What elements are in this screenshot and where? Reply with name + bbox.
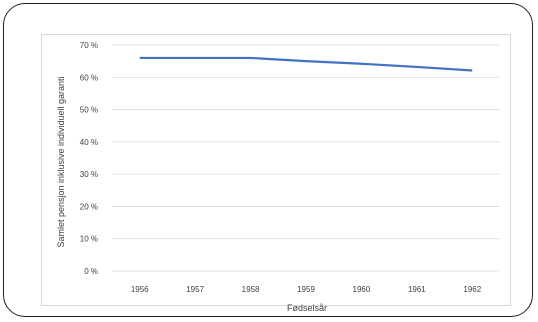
y-tick-label: 0 % [84, 267, 98, 276]
y-tick-label: 60 % [80, 73, 98, 82]
chart-area [41, 34, 511, 306]
x-tick-label: 1958 [242, 285, 260, 294]
x-tick-label: 1962 [463, 285, 481, 294]
x-tick-label: 1959 [297, 285, 315, 294]
series-lines [139, 56, 473, 72]
y-tick-label: 30 % [80, 170, 98, 179]
x-tick-label: 1961 [408, 285, 426, 294]
y-tick-label: 40 % [80, 138, 98, 147]
x-axis-title: Fødselsår [287, 303, 327, 313]
chart-frame [3, 3, 533, 317]
x-tick-label: 1957 [186, 285, 204, 294]
y-tick-label: 70 % [80, 41, 98, 50]
gridlines [112, 44, 500, 272]
x-tick-labels: 1956 1957 1958 1959 1960 1961 1962 [131, 285, 482, 294]
x-tick-label: 1960 [353, 285, 371, 294]
y-axis-title: Samlet pensjon inklusive individuell gar… [56, 76, 66, 247]
x-tick-label: 1956 [131, 285, 149, 294]
y-tick-labels: 0 % 10 % 20 % 30 % 40 % 50 % 60 % 70 % [80, 41, 98, 276]
y-tick-label: 50 % [80, 106, 98, 115]
y-tick-label: 20 % [80, 202, 98, 211]
series-line [139, 56, 473, 72]
y-tick-label: 10 % [80, 235, 98, 244]
